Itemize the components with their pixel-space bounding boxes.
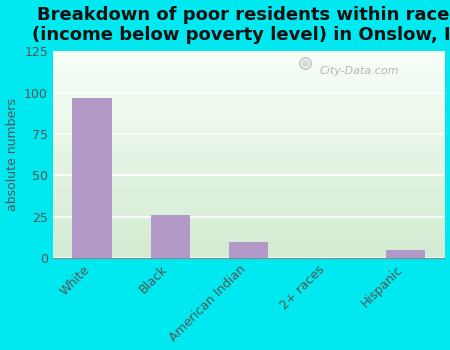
Text: City-Data.com: City-Data.com (319, 66, 399, 76)
Bar (151, 215, 190, 258)
Bar (386, 250, 425, 258)
Bar (72, 98, 112, 258)
Title: Breakdown of poor residents within races
(income below poverty level) in Onslow,: Breakdown of poor residents within races… (32, 6, 450, 44)
Bar (229, 241, 268, 258)
Y-axis label: absolute numbers: absolute numbers (5, 98, 18, 211)
